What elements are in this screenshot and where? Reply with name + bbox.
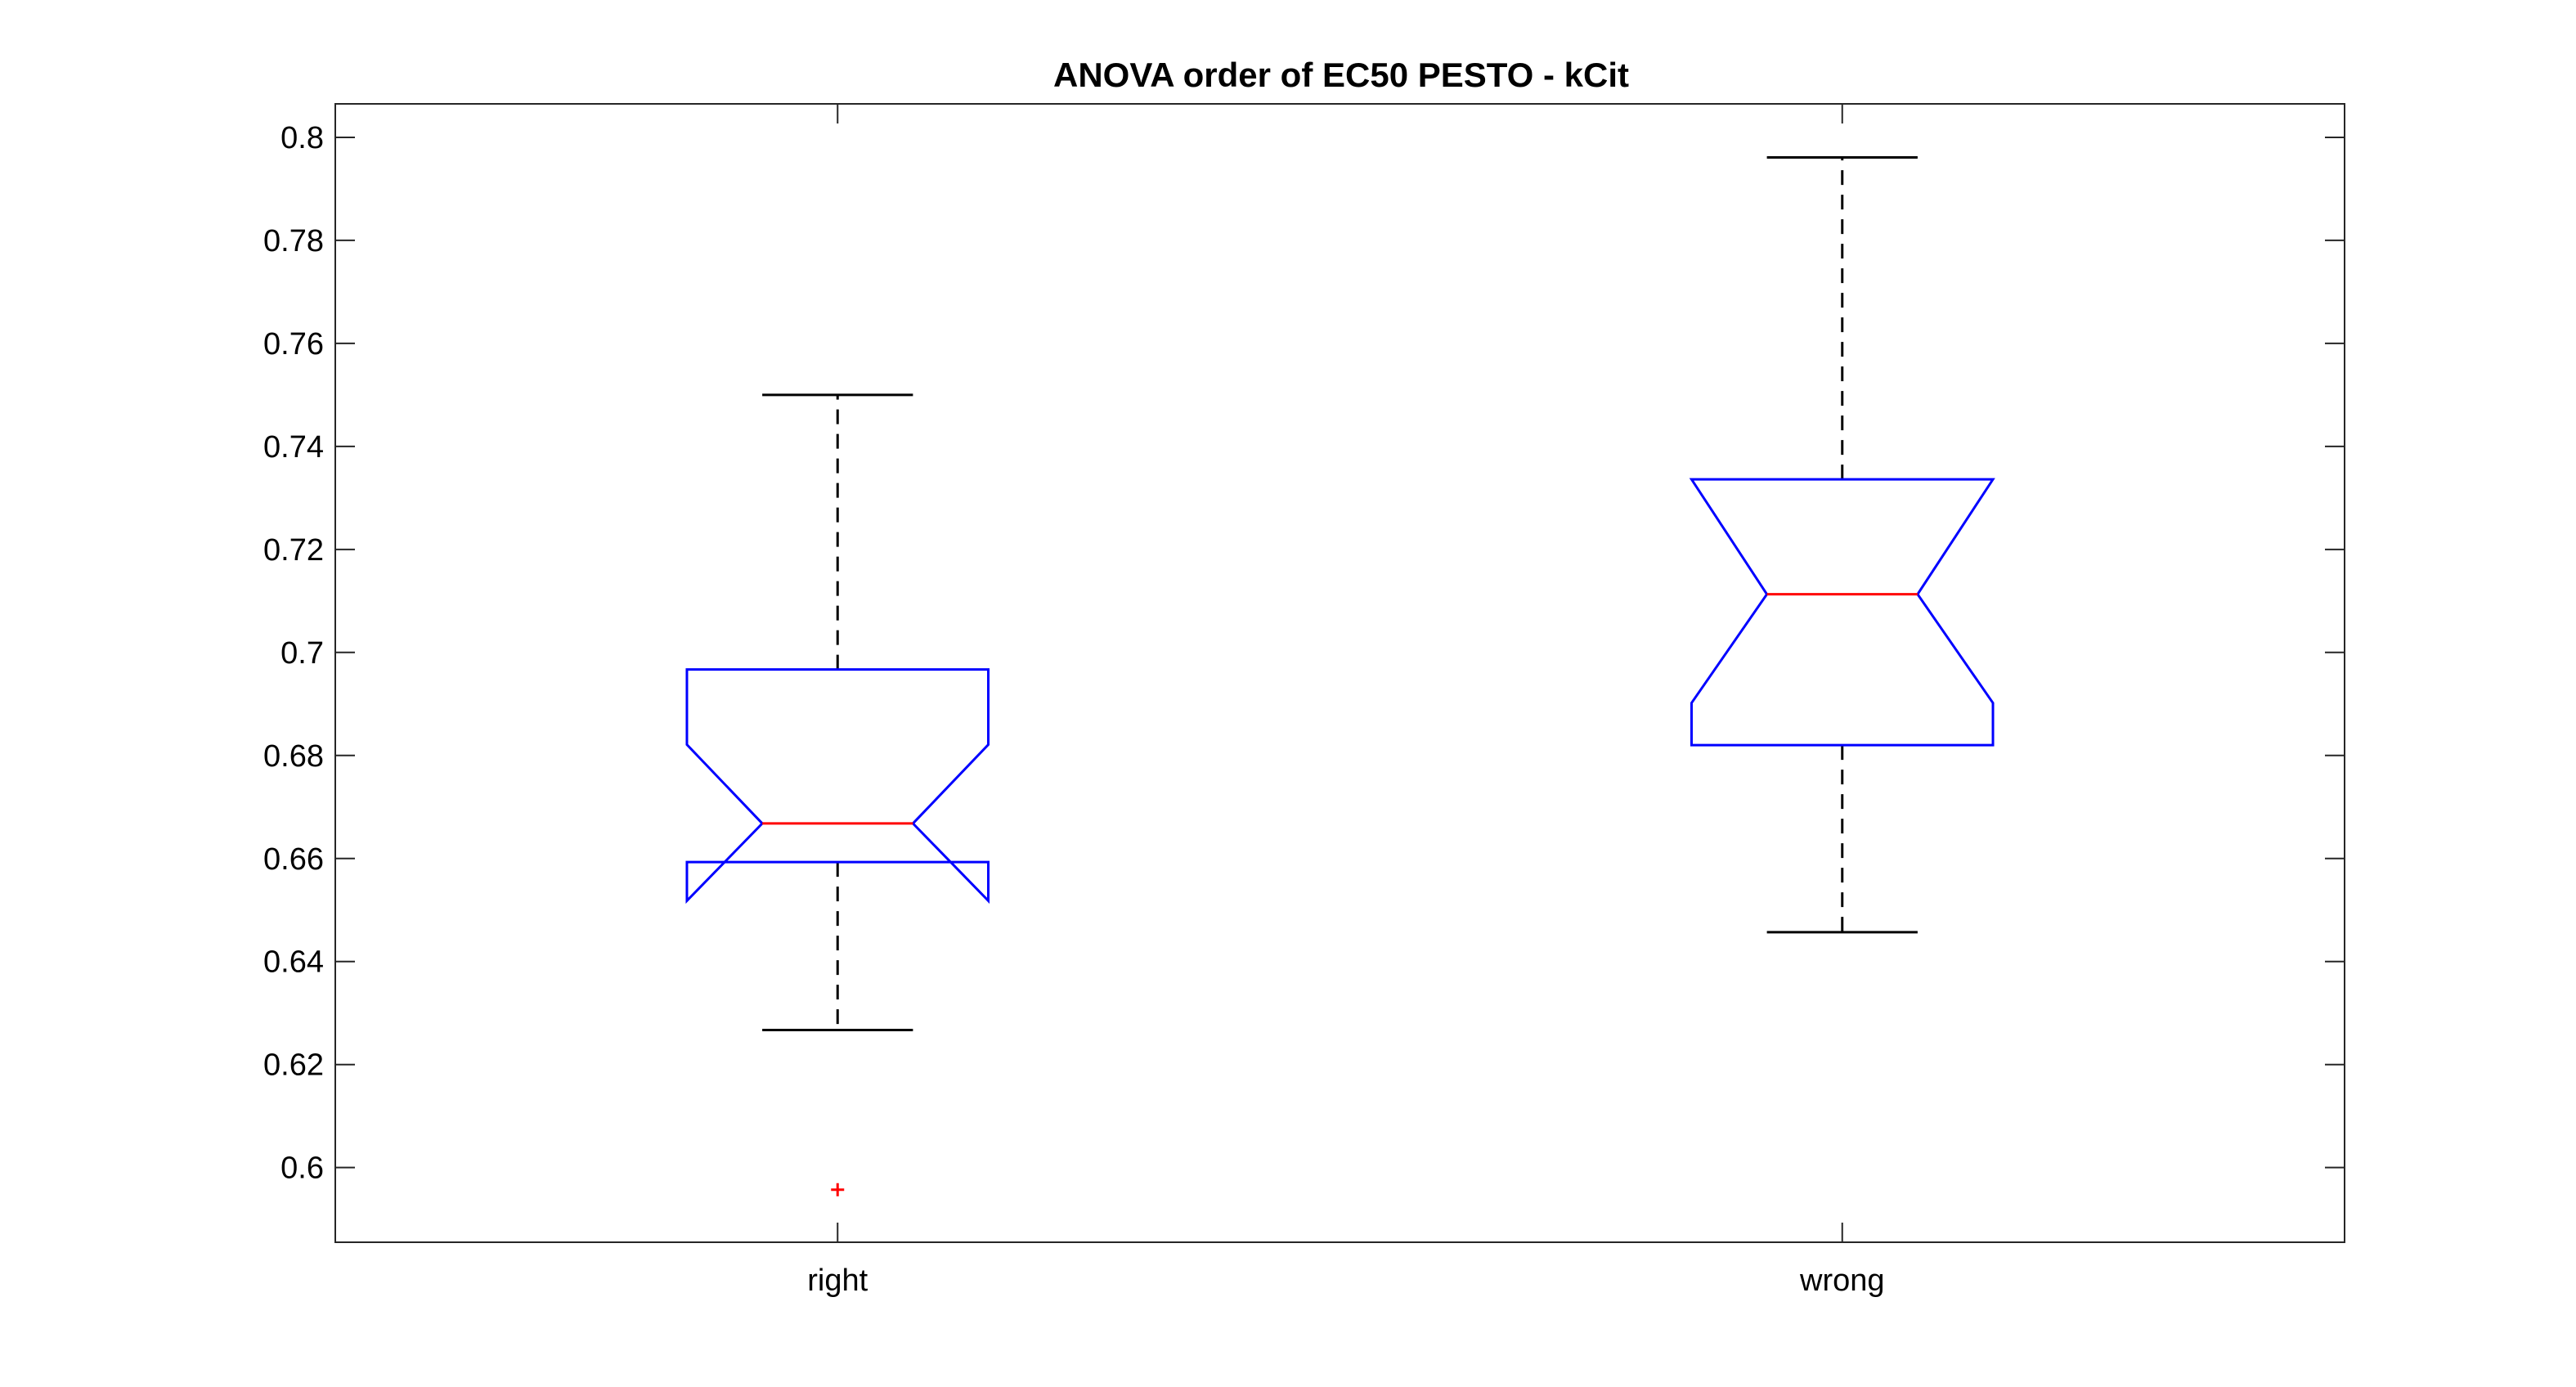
y-tick-label: 0.64 bbox=[263, 945, 324, 980]
y-tick-label: 0.74 bbox=[263, 430, 324, 465]
y-tick-label: 0.76 bbox=[263, 327, 324, 361]
box-wrong bbox=[1689, 156, 1995, 934]
box-right bbox=[685, 393, 990, 1196]
x-category-label: right bbox=[807, 1264, 868, 1298]
x-axis: right wrong bbox=[807, 104, 1885, 1298]
plot-area-frame bbox=[334, 103, 2345, 1243]
y-axis: 0.6 0.62 0.64 0.66 0.68 0.7 0.72 0.74 0.76 0.78 0.… bbox=[263, 121, 2345, 1186]
y-tick-label: 0.7 bbox=[280, 636, 324, 671]
y-tick-label: 0.72 bbox=[263, 533, 324, 568]
y-tick-label: 0.6 bbox=[280, 1151, 324, 1186]
y-tick-label: 0.68 bbox=[263, 739, 324, 774]
outlier-marker bbox=[831, 1183, 845, 1196]
y-tick-label: 0.78 bbox=[263, 224, 324, 258]
x-category-label: wrong bbox=[1799, 1264, 1885, 1298]
y-tick-label: 0.62 bbox=[263, 1048, 324, 1083]
y-tick-label: 0.8 bbox=[280, 121, 324, 155]
chart-title: ANOVA order of EC50 PESTO - kCit bbox=[1053, 56, 1629, 94]
notched-box bbox=[685, 668, 990, 904]
notched-box bbox=[1689, 478, 1995, 747]
boxes-layer bbox=[685, 156, 1995, 1196]
y-tick-label: 0.66 bbox=[263, 842, 324, 877]
